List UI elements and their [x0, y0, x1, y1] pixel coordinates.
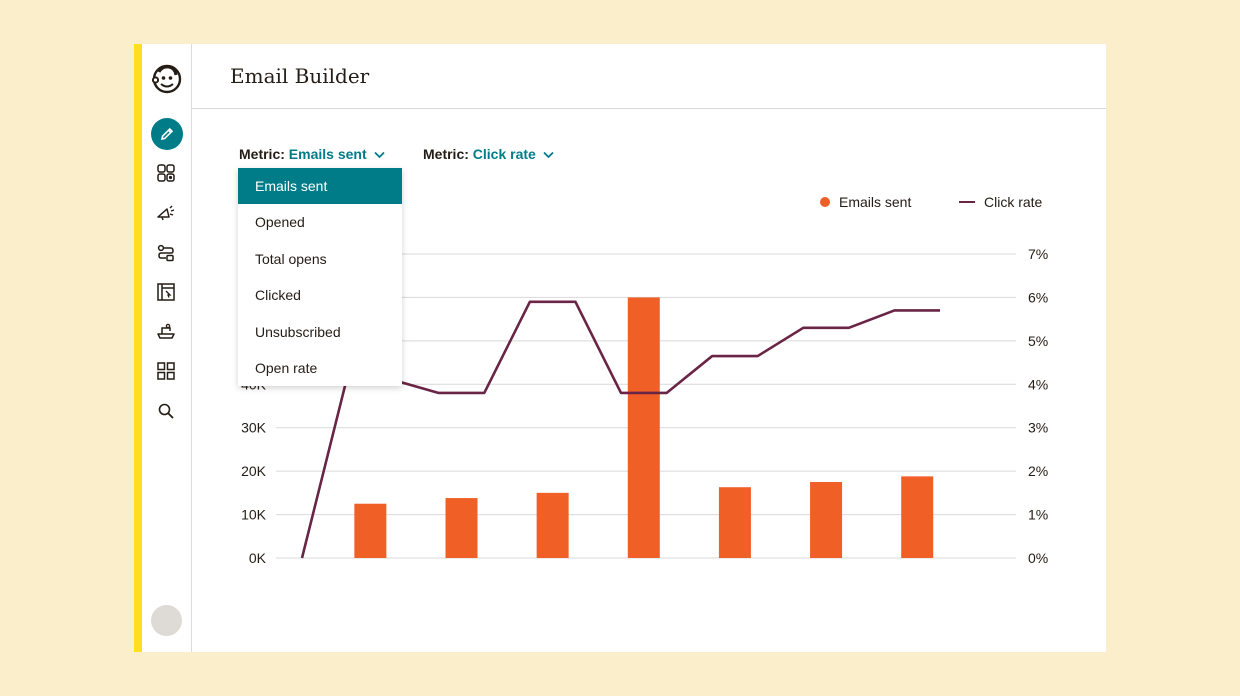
y-right-tick-label: 4%	[1028, 376, 1048, 392]
metric-select-left[interactable]: Metric: Emails sent	[239, 146, 385, 162]
dropdown-option[interactable]: Open rate	[255, 359, 318, 376]
brand-logo-icon[interactable]	[150, 62, 184, 96]
legend-bars-label: Emails sent	[839, 194, 912, 210]
dropdown-option[interactable]: Total opens	[255, 250, 327, 267]
dropdown-option[interactable]: Clicked	[255, 287, 301, 304]
metric-left-value: Emails sent	[288, 146, 367, 162]
page-title: Email Builder	[230, 64, 370, 88]
sidebar-item-integrations[interactable]	[151, 356, 181, 386]
y-left-tick-label: 0K	[249, 550, 267, 566]
bar-emails-sent	[718, 487, 751, 558]
metric-left-label: Metric:	[239, 146, 285, 162]
sidebar-item-audience[interactable]	[151, 158, 181, 188]
dropdown-option[interactable]: Unsubscribed	[255, 323, 341, 340]
search-icon	[158, 403, 174, 419]
y-right-tick-label: 7%	[1028, 246, 1048, 262]
sidebar-item-content[interactable]	[151, 317, 181, 347]
sidebar-item-website[interactable]	[151, 277, 181, 307]
pencil-icon	[160, 127, 174, 141]
y-left-tick-label: 10K	[241, 507, 267, 523]
user-avatar[interactable]	[151, 605, 182, 636]
chevron-down-icon	[373, 152, 385, 159]
chevron-down-icon	[543, 152, 554, 159]
bar-emails-sent	[901, 476, 934, 558]
content-icon	[157, 323, 175, 339]
grid-icon	[157, 362, 175, 380]
metric-dropdown-menu: Emails sent Opened Total opens Clicked Unsub…	[238, 168, 402, 387]
y-left-tick-label: 30K	[241, 420, 267, 436]
dropdown-option[interactable]: Emails sent	[238, 168, 402, 205]
sidebar-item-automations[interactable]	[151, 238, 181, 268]
legend-line-icon	[959, 201, 975, 203]
bar-emails-sent	[810, 482, 843, 558]
y-right-tick-label: 2%	[1028, 463, 1048, 479]
metric-right-label: Metric:	[423, 146, 469, 162]
bar-emails-sent	[627, 297, 660, 558]
megaphone-icon	[157, 205, 175, 221]
sidebar-item-create[interactable]	[151, 118, 183, 150]
sidebar-item-campaigns[interactable]	[151, 198, 181, 228]
y-right-tick-label: 0%	[1028, 550, 1048, 566]
y-right-tick-label: 6%	[1028, 289, 1048, 305]
bar-emails-sent	[354, 503, 387, 558]
app-frame: Email Builder Metric: Emails sent Metric…	[134, 44, 1106, 652]
website-icon	[157, 283, 175, 301]
bar-emails-sent	[536, 492, 569, 558]
dropdown-option[interactable]: Opened	[255, 214, 305, 231]
bar-emails-sent	[445, 498, 478, 558]
sidebar-item-search[interactable]	[151, 396, 181, 426]
metric-select-right[interactable]: Metric: Click rate	[423, 146, 554, 162]
legend-dot-icon	[820, 197, 830, 207]
y-right-tick-label: 5%	[1028, 333, 1048, 349]
legend-line: Click rate	[959, 194, 1042, 210]
audience-icon	[157, 164, 175, 182]
sidebar	[142, 44, 192, 652]
accent-bar	[134, 44, 142, 652]
automation-icon	[157, 244, 174, 262]
y-right-tick-label: 1%	[1028, 507, 1048, 523]
y-left-tick-label: 20K	[241, 463, 267, 479]
legend-bars: Emails sent	[820, 194, 911, 210]
metric-right-value: Click rate	[472, 146, 536, 162]
page-header: Email Builder	[192, 44, 1106, 109]
y-right-tick-label: 3%	[1028, 420, 1048, 436]
legend-line-label: Click rate	[984, 194, 1043, 210]
line-click-rate	[300, 300, 940, 559]
